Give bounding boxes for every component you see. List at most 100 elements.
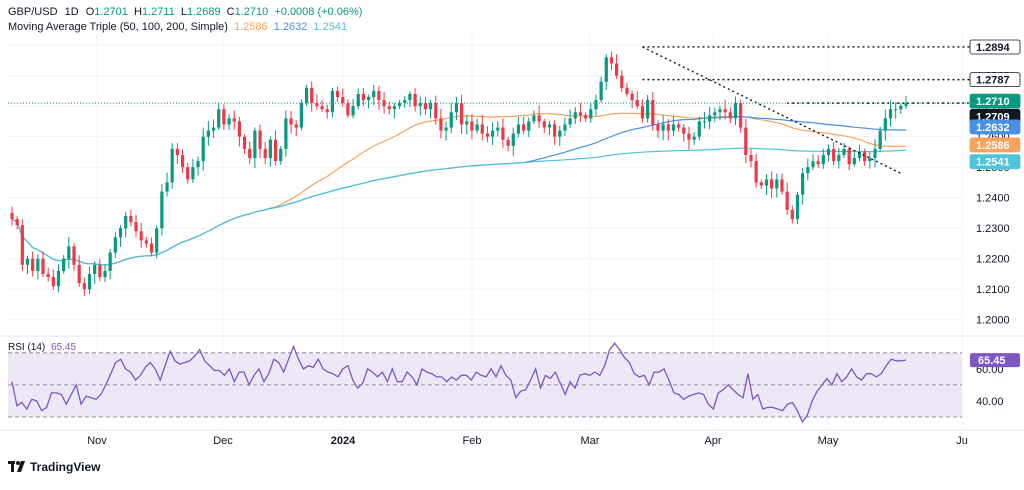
candle-body xyxy=(191,167,195,180)
candle xyxy=(594,94,598,116)
candle xyxy=(413,88,417,112)
candle xyxy=(682,124,686,142)
tradingview-logo[interactable]: TradingView xyxy=(8,460,100,474)
price-label-badge: 1.2586 xyxy=(969,137,1021,153)
candle-body xyxy=(615,63,619,76)
candle xyxy=(780,173,784,195)
candle xyxy=(718,105,722,121)
candle xyxy=(465,114,469,135)
candle-body xyxy=(708,115,712,122)
candle xyxy=(418,96,422,116)
candle xyxy=(10,206,14,226)
candle-body xyxy=(682,127,686,134)
candle-body xyxy=(377,90,381,101)
candle-body xyxy=(604,57,608,82)
candle-body xyxy=(749,154,753,162)
candle-body xyxy=(118,228,123,238)
candle xyxy=(294,120,298,137)
candle-body xyxy=(599,81,603,101)
rsi-legend-value: 65.45 xyxy=(51,342,77,353)
price-label-badge: 1.2787 xyxy=(969,72,1021,88)
candle xyxy=(547,120,552,135)
candle-body xyxy=(475,124,479,131)
candle-body xyxy=(894,109,898,111)
candle xyxy=(382,92,386,114)
ma-legend[interactable]: Moving Average Triple (50, 100, 200, Sim… xyxy=(8,21,347,33)
candle-body xyxy=(826,148,831,155)
price-tick-label: 1.2400 xyxy=(976,193,1010,205)
candle xyxy=(279,146,283,165)
candle xyxy=(475,118,479,134)
candle xyxy=(666,119,670,141)
candle-body xyxy=(134,222,138,232)
candle-body xyxy=(485,133,490,137)
candle xyxy=(826,144,831,162)
candle-body xyxy=(449,112,453,128)
close-value: 1.2710 xyxy=(234,6,269,18)
candle-body xyxy=(558,130,562,137)
candle xyxy=(434,95,438,125)
candle-body xyxy=(609,57,614,64)
candle-body xyxy=(175,148,179,155)
tradingview-logo-text: TradingView xyxy=(30,460,101,474)
candle-body xyxy=(816,161,820,165)
candle xyxy=(894,102,898,119)
price-label-box xyxy=(969,93,1021,109)
candle-body xyxy=(382,100,386,107)
candle xyxy=(806,158,810,181)
candle-body xyxy=(397,103,402,107)
price-label-badge: 1.2632 xyxy=(969,119,1021,135)
candle xyxy=(816,155,820,168)
candle xyxy=(454,96,459,121)
candle-body xyxy=(459,103,464,125)
time-tick-label: Mar xyxy=(581,435,600,447)
candle xyxy=(656,120,660,138)
candle-body xyxy=(439,118,443,131)
candle-body xyxy=(15,219,19,226)
candle-body xyxy=(692,136,696,140)
candle-body xyxy=(470,121,474,131)
time-tick-label: Apr xyxy=(704,435,721,447)
candle xyxy=(847,146,851,171)
candle xyxy=(635,91,639,109)
candle-body xyxy=(873,148,877,159)
candle xyxy=(496,121,500,137)
rsi-legend[interactable]: RSI (14) 65.45 xyxy=(8,342,76,353)
candle xyxy=(485,126,490,143)
candle xyxy=(744,118,748,164)
candle-body xyxy=(387,106,391,110)
candle xyxy=(46,267,50,282)
candle xyxy=(103,264,107,282)
candle-body xyxy=(646,100,650,119)
candle xyxy=(284,110,288,157)
candle-body xyxy=(325,109,329,113)
candle xyxy=(268,136,272,167)
candle-body xyxy=(279,148,283,162)
candle-body xyxy=(832,148,836,162)
candle xyxy=(93,261,97,284)
candle-body xyxy=(594,100,598,110)
candle-body xyxy=(563,124,567,131)
candle xyxy=(170,143,174,189)
candle xyxy=(527,117,531,138)
candle-body xyxy=(770,179,774,189)
candle-body xyxy=(568,118,572,125)
candle xyxy=(692,132,696,145)
ma100-value: 1.2632 xyxy=(273,21,308,33)
candle xyxy=(315,94,319,110)
high-label: H xyxy=(133,6,142,18)
candle-body xyxy=(413,93,417,107)
candle-body xyxy=(242,136,247,149)
candle xyxy=(878,126,882,152)
price-label-badge: 1.2894 xyxy=(969,39,1021,55)
candle-body xyxy=(775,179,779,189)
ma200-value: 1.2541 xyxy=(313,21,348,33)
candle xyxy=(98,258,102,282)
candle xyxy=(211,119,216,138)
symbol-label: GBP/USD xyxy=(8,6,58,18)
candle-body xyxy=(780,179,784,192)
candle-body xyxy=(20,225,24,265)
candle-body xyxy=(160,191,164,229)
candle-body xyxy=(356,93,360,107)
